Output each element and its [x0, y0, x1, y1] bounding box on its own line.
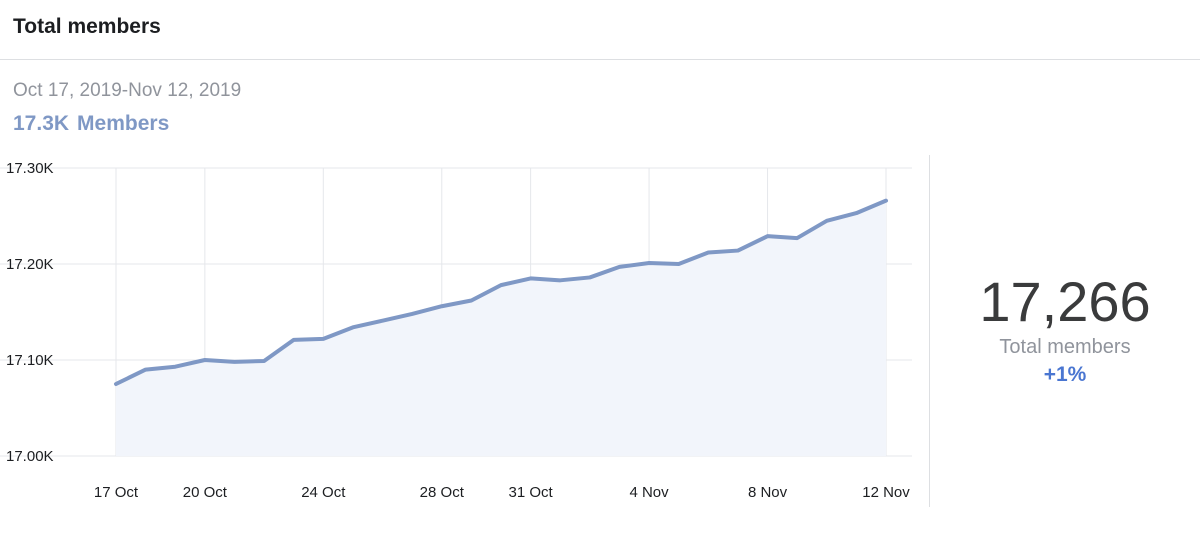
chart-area-layer — [114, 198, 888, 456]
members-headline-label: Members — [77, 112, 170, 135]
total-members-label: Total members — [999, 336, 1131, 358]
x-tick-label: 4 Nov — [629, 484, 669, 501]
members-summary: 17.3K Members — [13, 112, 169, 136]
x-tick-label: 8 Nov — [748, 484, 788, 501]
card-title: Total members — [13, 15, 161, 38]
total-members-change: +1% — [1043, 363, 1087, 386]
x-tick-label: 24 Oct — [301, 484, 346, 501]
members-line — [114, 198, 888, 386]
x-tick-label: 31 Oct — [509, 484, 554, 501]
y-tick-label: 17.30K — [6, 160, 54, 177]
total-members-stat: 17,266 Total members +1% — [930, 270, 1200, 387]
area-fill — [116, 200, 886, 456]
y-axis: 17.30K 17.20K 17.10K 17.00K — [6, 160, 54, 465]
x-tick-label: 12 Nov — [862, 484, 910, 501]
panel-divider — [929, 155, 930, 507]
members-headline-value: 17.3K — [13, 112, 70, 135]
y-tick-label: 17.00K — [6, 448, 54, 465]
x-axis: 17 Oct 20 Oct 24 Oct 28 Oct 31 Oct 4 Nov 8 Nov… — [94, 484, 910, 501]
x-tick-label: 20 Oct — [183, 484, 228, 501]
x-tick-label: 17 Oct — [94, 484, 139, 501]
y-tick-label: 17.10K — [6, 352, 54, 369]
total-members-value: 17,266 — [979, 270, 1151, 333]
card-header: Total members — [0, 0, 1200, 60]
x-tick-label: 28 Oct — [420, 484, 465, 501]
y-tick-label: 17.20K — [6, 256, 54, 273]
date-range: Oct 17, 2019-Nov 12, 2019 — [13, 80, 242, 101]
members-area-chart: 17.30K 17.20K 17.10K 17.00K 17 Oct 20 Oct 24 … — [0, 160, 912, 501]
